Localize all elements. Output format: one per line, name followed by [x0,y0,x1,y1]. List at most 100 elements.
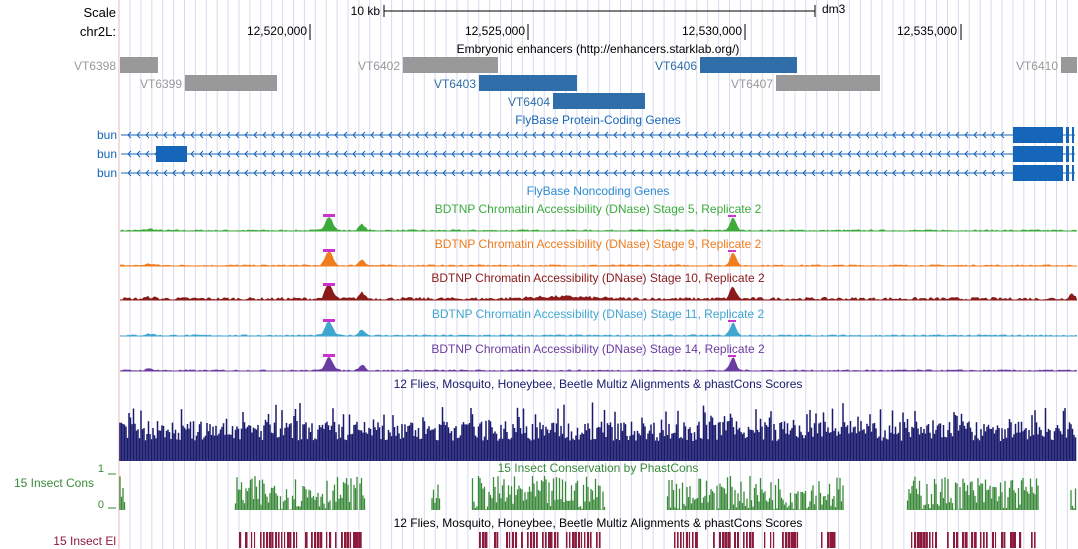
strand-arrow [532,169,537,177]
strand-arrow [145,150,150,158]
strand-arrow [829,131,834,139]
multiz-track[interactable]: 12 Flies, Mosquito, Honeybee, Beetle Mul… [119,377,1077,461]
enhancer-feature[interactable] [553,93,645,109]
strand-arrow [352,131,357,139]
enhancer-label[interactable]: VT6407 [731,77,773,91]
conserved-element [773,532,775,548]
strand-arrow [523,150,528,158]
noncoding-genes-track[interactable]: FlyBase Noncoding Genes [527,184,670,198]
strand-arrow [289,150,294,158]
strand-arrow [442,169,447,177]
gene-name[interactable]: bun [97,147,117,161]
enhancer-label[interactable]: VT6406 [655,59,697,73]
strand-arrow [406,169,411,177]
strand-arrow [775,131,780,139]
dnase-track-stage5[interactable]: BDTNP Chromatin Accessibility (DNase) St… [120,202,1077,232]
track-side-label[interactable]: 15 Insect El [53,534,116,548]
strand-arrow [892,131,897,139]
conserved-element [737,532,739,548]
assembly-label: dm3 [822,2,846,16]
gene-name[interactable]: bun [97,128,117,142]
strand-arrow [622,131,627,139]
enhancer-feature[interactable] [1061,57,1077,73]
strand-arrow [469,150,474,158]
base-position-ruler[interactable]: Scale 10 kb dm3 chr2L: 12,520,000 12,525… [80,2,962,40]
protein-coding-genes-track[interactable]: FlyBase Protein-Coding Genes bun bun bun [97,113,1075,181]
strand-arrow [991,169,996,177]
dnase-signal [120,283,1077,301]
conserved-element [575,532,577,548]
strand-arrow [892,169,897,177]
dnase-track-stage9[interactable]: BDTNP Chromatin Accessibility (DNase) St… [120,237,1077,267]
strand-arrow [478,150,483,158]
conserved-element [326,532,328,548]
strand-arrow [559,131,564,139]
strand-arrow [784,169,789,177]
conserved-element [695,532,698,548]
strand-arrow [226,169,231,177]
strand-arrow [748,169,753,177]
strand-arrow [451,150,456,158]
gene-exon [1072,146,1074,162]
peak-cap [323,214,335,217]
enhancer-feature[interactable] [776,75,880,91]
strand-arrow [532,131,537,139]
strand-arrow [388,169,393,177]
conserved-element [542,532,544,548]
gene-name[interactable]: bun [97,166,117,180]
strand-arrow [190,150,195,158]
insect-conservation-track[interactable]: 15 Insect Conservation by PhastCons 15 I… [14,461,1077,511]
strand-arrow [613,169,618,177]
conserved-element [932,532,934,548]
dnase-track-stage11[interactable]: BDTNP Chromatin Accessibility (DNase) St… [120,307,1077,337]
strand-arrow [136,150,141,158]
conserved-element [689,532,691,548]
conserved-elements-track[interactable]: 12 Flies, Mosquito, Honeybee, Beetle Mul… [53,516,1036,548]
strand-arrow [658,150,663,158]
conserved-element [683,532,685,548]
conserved-element [965,532,968,548]
strand-arrow [280,169,285,177]
dnase-track-stage14[interactable]: BDTNP Chromatin Accessibility (DNase) St… [120,342,1077,372]
conserved-element [1019,532,1022,548]
strand-arrow [514,131,519,139]
strand-arrow [847,131,852,139]
strand-arrow [964,169,969,177]
enhancer-feature[interactable] [479,75,577,91]
enhancer-feature[interactable] [700,57,797,73]
strand-arrow [784,131,789,139]
strand-arrow [991,131,996,139]
strand-arrow [928,150,933,158]
strand-arrow [559,169,564,177]
strand-arrow [712,169,717,177]
strand-arrow [766,150,771,158]
strand-arrow [811,150,816,158]
enhancer-label[interactable]: VT6404 [508,95,550,109]
gene-models[interactable] [121,127,1075,181]
enhancer-feature[interactable] [185,75,277,91]
dnase-track-stage10[interactable]: BDTNP Chromatin Accessibility (DNase) St… [120,271,1077,301]
enhancer-feature[interactable] [403,57,498,73]
enhancer-feature[interactable] [120,57,158,73]
enhancer-label[interactable]: VT6410 [1016,59,1058,73]
conserved-element [746,532,748,548]
conserved-element [554,532,557,548]
enhancer-label[interactable]: VT6399 [140,77,182,91]
strand-arrow [406,131,411,139]
enhancer-label[interactable]: VT6403 [434,77,476,91]
enhancer-label[interactable]: VT6398 [74,59,116,73]
strand-arrow [712,150,717,158]
strand-arrow [136,169,141,177]
conserved-element [497,532,499,548]
track-side-label[interactable]: 15 Insect Cons [14,476,94,490]
strand-arrow [325,169,330,177]
enhancers-track[interactable]: Embryonic enhancers (http://enhancers.st… [74,42,1077,109]
peak-cap [728,320,736,322]
conserved-element [512,532,514,548]
strand-arrow [217,150,222,158]
enhancer-label[interactable]: VT6402 [358,59,400,73]
conserved-element [911,532,913,548]
peak-cap [323,354,335,357]
strand-arrow [424,169,429,177]
